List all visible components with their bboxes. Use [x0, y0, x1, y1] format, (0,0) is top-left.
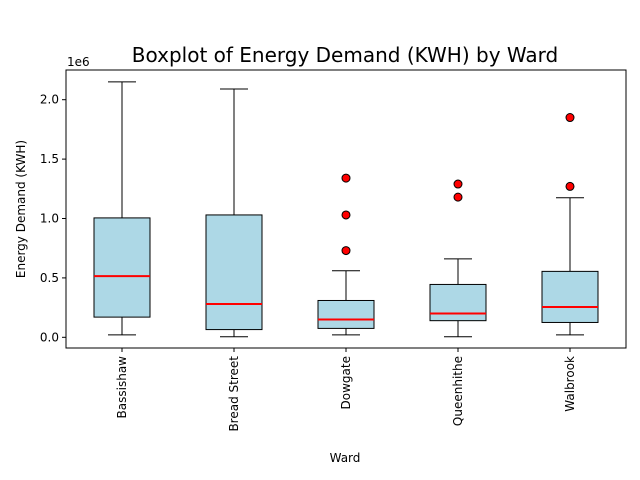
x-axis-label: Ward [330, 451, 361, 465]
x-tick-label: Dowgate [339, 356, 353, 409]
y-tick-label: 1.5 [40, 152, 59, 166]
box-group [93, 81, 151, 336]
plot-frame [65, 69, 627, 349]
x-tick-label: Bassishaw [115, 356, 129, 419]
box-group [317, 173, 375, 336]
outlier-point [565, 113, 575, 123]
box-group [205, 88, 263, 338]
chart-title: Boxplot of Energy Demand (KWH) by Ward [132, 43, 558, 67]
y-axis-label: Energy Demand (KWH) [14, 140, 28, 278]
box-iqr [429, 283, 487, 322]
outlier-point [341, 246, 351, 256]
box-iqr [205, 214, 263, 331]
y-tick-label: 1.0 [40, 212, 59, 226]
x-tick-label: Walbrook [563, 356, 577, 412]
x-tick-label: Queenhithe [451, 356, 465, 426]
y-tick-label: 0.0 [40, 330, 59, 344]
box-iqr [541, 270, 599, 323]
outlier-point [453, 192, 463, 202]
y-offset-text: 1e6 [67, 55, 90, 69]
y-tick-label: 0.5 [40, 271, 59, 285]
x-tick-label: Bread Street [227, 356, 241, 432]
plot-area: Bassishaw Bread Street Dowgate Queenhithe Wa… [40, 69, 627, 432]
box-group [429, 179, 487, 338]
outlier-point [341, 173, 351, 183]
outlier-point [565, 181, 575, 191]
y-tick-label: 2.0 [40, 93, 59, 107]
box-iqr [93, 217, 151, 318]
box-group [541, 113, 599, 336]
box-iqr [317, 299, 375, 329]
outlier-point [341, 210, 351, 220]
outlier-point [453, 179, 463, 189]
